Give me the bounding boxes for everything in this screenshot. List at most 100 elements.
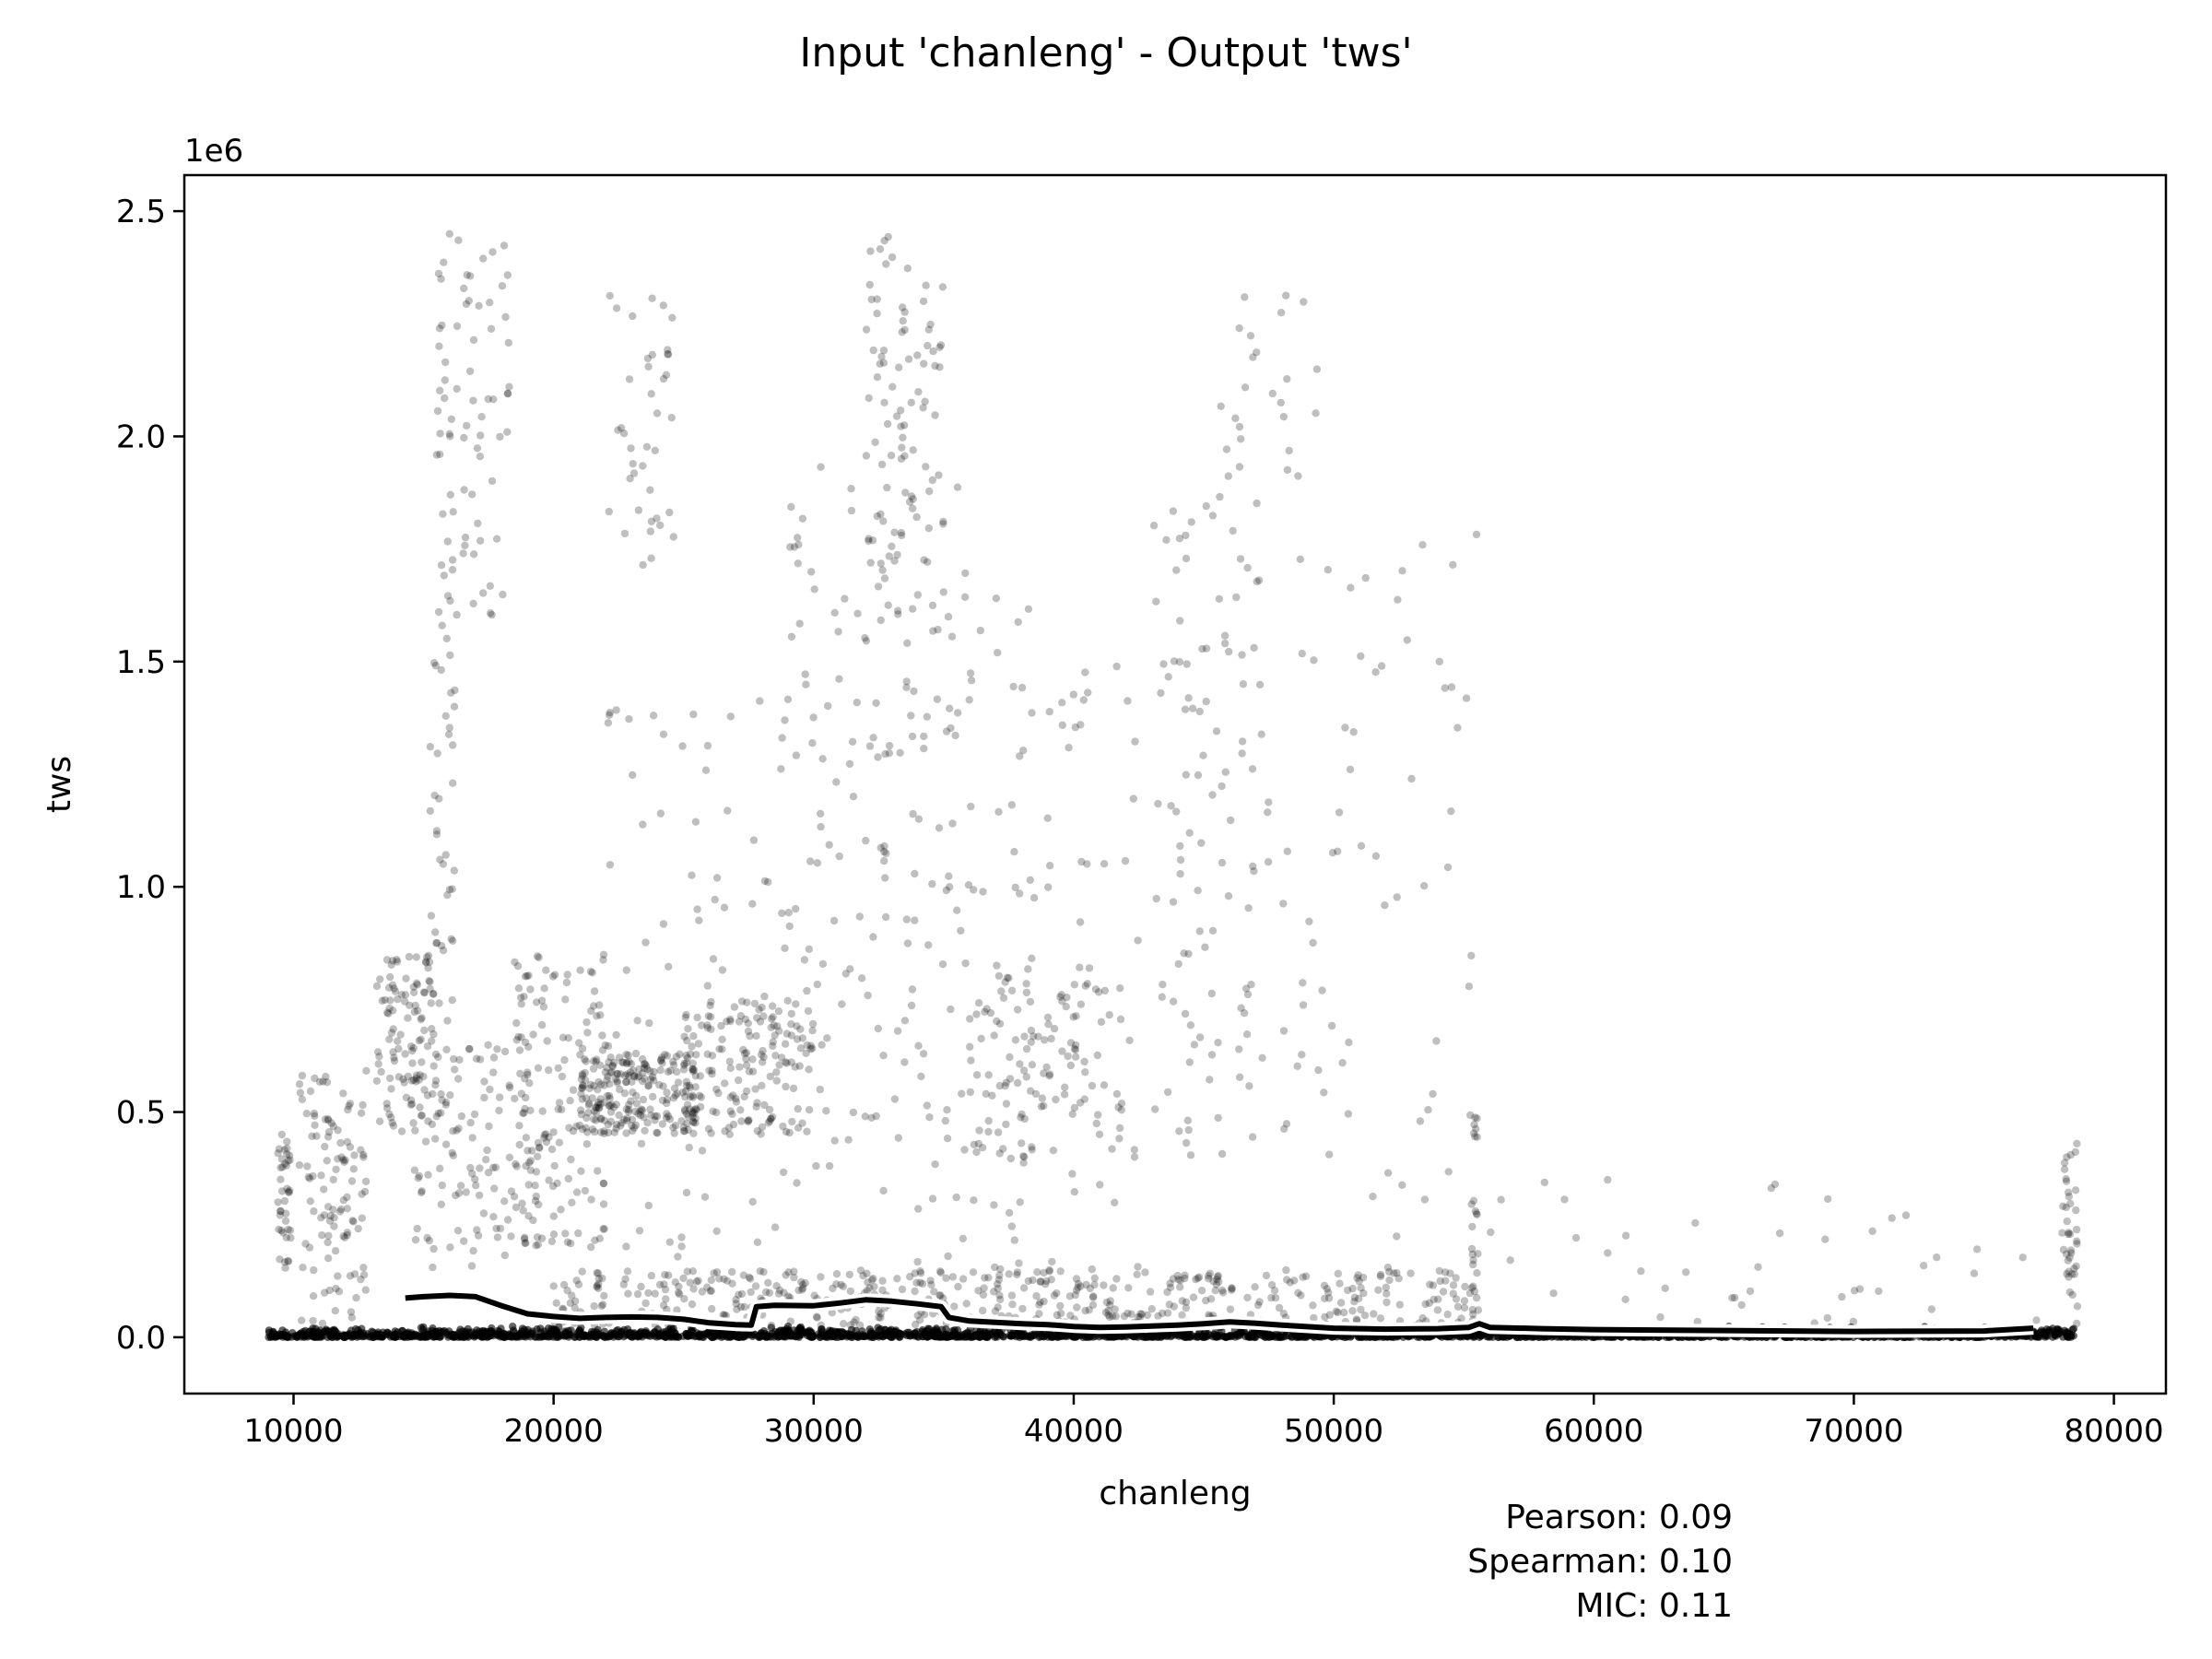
data-point [1461, 1282, 1469, 1291]
data-point [970, 1196, 978, 1205]
data-point [657, 1053, 666, 1062]
data-point [424, 964, 432, 972]
data-point [679, 1065, 688, 1074]
data-point [1274, 1333, 1282, 1342]
data-point [897, 454, 906, 463]
data-point [1020, 1153, 1029, 1161]
data-point [343, 1229, 351, 1237]
data-point [1754, 1263, 1762, 1271]
data-point [880, 847, 888, 856]
data-point [352, 1293, 360, 1302]
data-point [283, 1150, 291, 1159]
data-point [796, 1025, 805, 1033]
data-point [1056, 1309, 1065, 1318]
data-point [751, 1282, 760, 1290]
data-point [1255, 1298, 1264, 1306]
data-point [686, 1105, 694, 1113]
data-point [787, 1058, 795, 1066]
data-point [715, 1045, 724, 1053]
data-point [599, 1225, 607, 1233]
data-point [1181, 705, 1190, 713]
mic-stat: MIC: 0.11 [1575, 1587, 1733, 1625]
data-point [591, 1236, 599, 1244]
data-point [331, 1247, 340, 1255]
data-point [1549, 1289, 1558, 1298]
data-point [791, 1063, 799, 1071]
data-point [1238, 651, 1246, 659]
data-point [345, 1101, 353, 1111]
data-point [278, 1163, 287, 1171]
data-point [1016, 752, 1024, 760]
data-point [347, 1313, 356, 1322]
data-point [1134, 936, 1142, 945]
data-point [537, 1020, 547, 1030]
data-point [877, 616, 885, 625]
data-point [984, 1127, 993, 1136]
data-point [1398, 1181, 1406, 1190]
data-point [688, 871, 696, 879]
data-point [1091, 985, 1100, 994]
data-point [599, 1179, 608, 1188]
data-point [358, 1214, 366, 1222]
data-point [755, 1006, 763, 1014]
data-point [712, 1268, 722, 1277]
data-point [665, 962, 673, 971]
data-point [1172, 566, 1181, 574]
data-point [795, 1062, 804, 1070]
data-point [357, 1109, 366, 1117]
data-point [431, 928, 440, 936]
data-point [1239, 680, 1248, 688]
data-point [1299, 1332, 1307, 1340]
data-point [966, 669, 975, 677]
data-point [432, 1327, 441, 1336]
data-point [1424, 1106, 1432, 1114]
data-point [1033, 1268, 1041, 1277]
data-point [309, 1292, 318, 1300]
data-point [577, 1089, 585, 1099]
data-point [934, 625, 942, 634]
data-point [635, 1065, 643, 1074]
data-point [857, 974, 866, 982]
data-point [443, 1017, 452, 1025]
data-point [460, 486, 468, 494]
data-point [984, 1116, 993, 1125]
data-point [1228, 1284, 1236, 1293]
data-point [2032, 1316, 2041, 1324]
data-point [1058, 997, 1066, 1006]
data-point [954, 709, 962, 717]
data-point [489, 1053, 499, 1062]
data-point [521, 972, 530, 981]
data-point [387, 1029, 396, 1037]
data-point [1488, 1333, 1498, 1341]
data-point [449, 1127, 457, 1135]
data-point [1047, 1276, 1055, 1284]
data-point [344, 1105, 352, 1114]
data-point [992, 1332, 1001, 1340]
data-point [274, 1149, 282, 1158]
data-point [1231, 414, 1240, 422]
data-point [453, 1126, 461, 1135]
data-point [280, 1196, 289, 1206]
data-point [425, 977, 433, 985]
data-point [1007, 1291, 1017, 1300]
data-point [813, 980, 821, 989]
data-point [1194, 1273, 1204, 1281]
data-point [1248, 765, 1257, 773]
data-point [693, 1013, 701, 1022]
data-point [1469, 1196, 1478, 1206]
data-point [841, 970, 850, 978]
data-point [1452, 1295, 1461, 1303]
data-point [1026, 876, 1035, 884]
data-point [583, 1029, 592, 1037]
data-point [578, 1084, 586, 1092]
data-point [680, 1032, 688, 1041]
data-point [1347, 583, 1355, 592]
data-point [1056, 993, 1065, 1001]
data-point [732, 1094, 740, 1103]
data-point [1382, 1283, 1391, 1292]
data-point [594, 1086, 602, 1094]
data-point [694, 1277, 702, 1285]
data-point [483, 1146, 491, 1155]
data-point [301, 1240, 310, 1248]
data-point [1294, 472, 1302, 480]
